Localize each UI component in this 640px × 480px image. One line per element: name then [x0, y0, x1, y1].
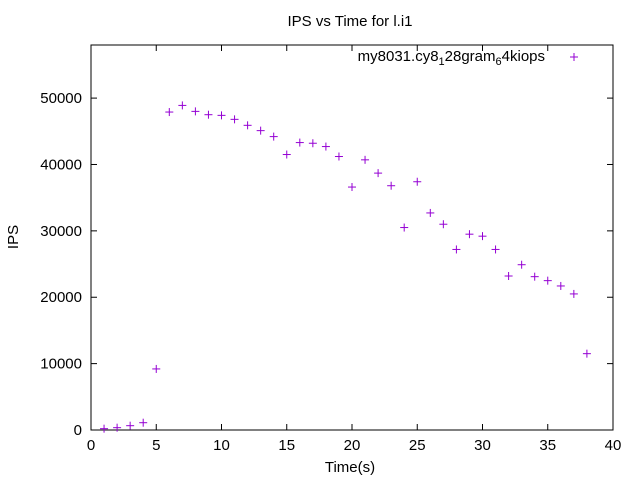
data-point-26 — [426, 208, 435, 217]
data-point-2 — [113, 423, 122, 432]
chart-title: IPS vs Time for l.i1 — [287, 13, 412, 30]
y-tick-label-3: 30000 — [40, 223, 82, 240]
x-tick-label-7: 35 — [539, 437, 556, 454]
x-tick-label-0: 0 — [87, 437, 95, 454]
data-point-31 — [491, 245, 500, 254]
legend-marker-series-1 — [570, 53, 578, 61]
data-point-17 — [308, 139, 317, 148]
x-tick-label-1: 5 — [152, 437, 160, 454]
data-point-18 — [321, 142, 330, 151]
data-point-3 — [126, 421, 135, 430]
data-point-11 — [230, 115, 239, 124]
data-point-23 — [387, 181, 396, 190]
y-axis-label: IPS — [5, 225, 22, 249]
data-point-16 — [295, 138, 304, 147]
data-points — [100, 101, 591, 433]
data-point-36 — [556, 281, 565, 290]
y-tick-label-0: 0 — [74, 422, 82, 439]
data-point-6 — [165, 108, 174, 117]
y-tick-label-5: 50000 — [40, 90, 82, 107]
y-tick-label-4: 40000 — [40, 156, 82, 173]
data-point-15 — [282, 150, 291, 159]
data-point-33 — [517, 260, 526, 269]
legend-label-series-1: my8031.cy8128gram64kiops — [358, 48, 545, 68]
x-tick-label-4: 20 — [344, 437, 361, 454]
data-point-27 — [439, 220, 448, 229]
x-tick-label-6: 30 — [474, 437, 491, 454]
data-point-34 — [530, 272, 539, 281]
x-tick-label-3: 15 — [278, 437, 295, 454]
data-point-14 — [269, 132, 278, 141]
data-point-13 — [256, 126, 265, 135]
data-point-8 — [191, 107, 200, 116]
data-point-22 — [374, 169, 383, 178]
y-tick-label-2: 20000 — [40, 289, 82, 306]
x-tick-label-8: 40 — [605, 437, 622, 454]
legend: my8031.cy8128gram64kiops — [358, 48, 578, 68]
x-tick-label-2: 10 — [213, 437, 230, 454]
data-point-19 — [334, 152, 343, 161]
x-tick-label-5: 25 — [409, 437, 426, 454]
data-point-38 — [582, 349, 591, 358]
data-point-35 — [543, 276, 552, 285]
data-point-20 — [348, 183, 356, 192]
data-point-5 — [152, 364, 161, 373]
x-axis-label: Time(s) — [325, 459, 375, 476]
y-tick-label-1: 10000 — [40, 356, 82, 373]
legend-marker-plus — [570, 53, 578, 61]
data-point-9 — [204, 110, 213, 119]
data-point-25 — [413, 177, 422, 186]
data-point-7 — [178, 101, 187, 110]
data-point-37 — [569, 289, 578, 298]
axis-tick-labels: 0 5 10 15 20 25 30 35 40 0 10000 20000 30000 40000 500… — [40, 90, 621, 454]
data-point-10 — [217, 111, 226, 120]
plot-frame — [90, 44, 614, 431]
data-point-30 — [478, 232, 487, 241]
data-point-12 — [243, 121, 252, 130]
data-point-4 — [139, 418, 148, 427]
data-point-29 — [465, 230, 474, 239]
data-point-21 — [361, 155, 370, 164]
data-point-32 — [504, 272, 513, 280]
axis-ticks — [90, 45, 614, 431]
data-point-1 — [100, 424, 109, 433]
data-point-24 — [400, 223, 409, 232]
data-point-28 — [452, 245, 461, 254]
